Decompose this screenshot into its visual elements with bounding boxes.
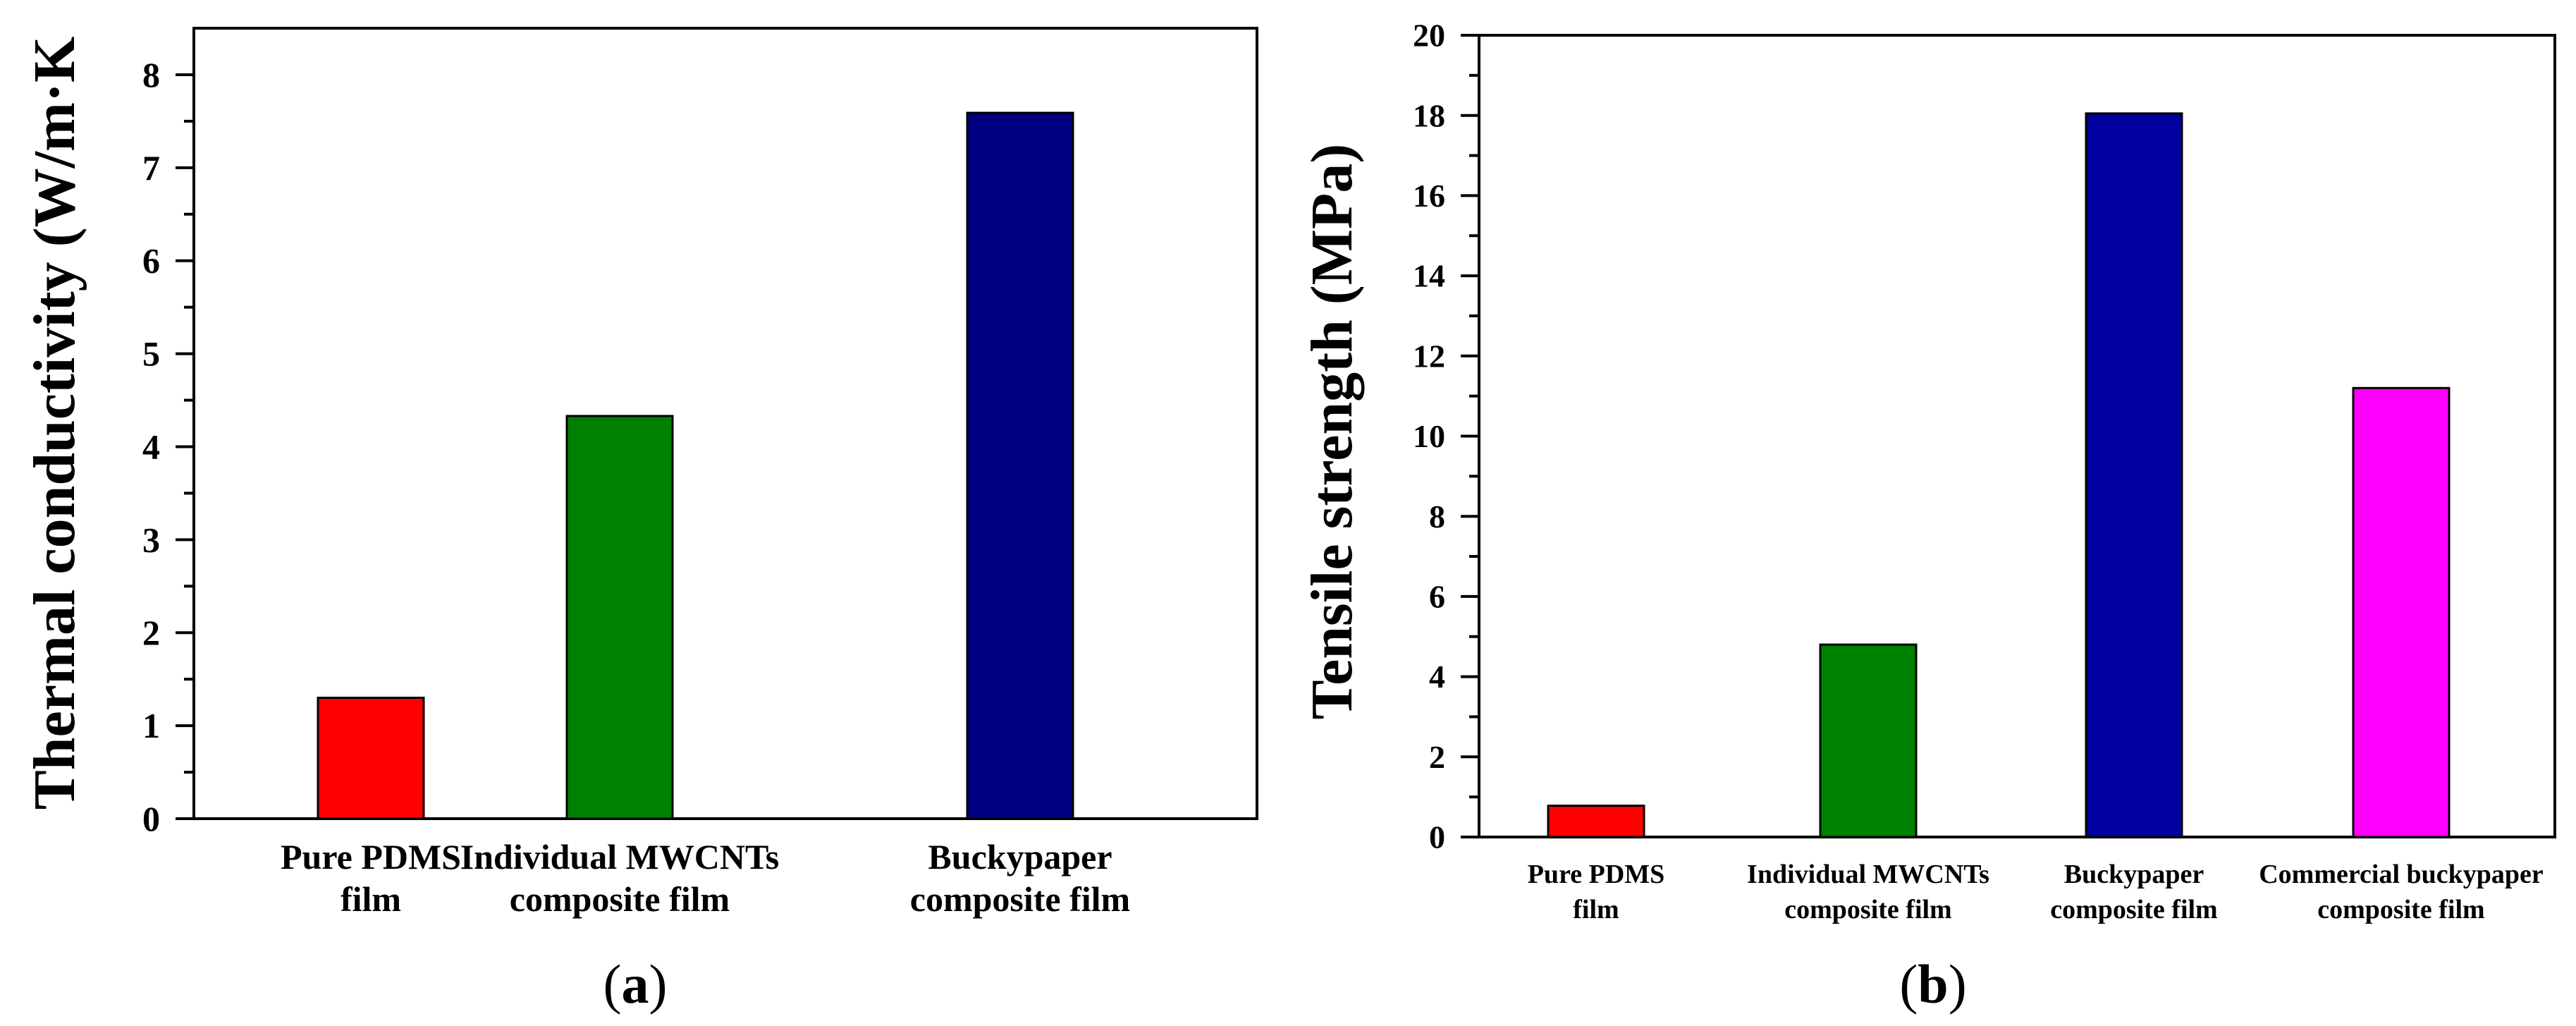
chart-b-y-tick-label: 16 <box>1413 178 1445 214</box>
chart-b-y-tick-label: 20 <box>1413 18 1445 54</box>
chart-a-y-ticks: 0 1 2 3 4 5 6 7 8 <box>142 55 194 838</box>
chart-a-category-label: Individual MWCNTs composite film <box>460 837 780 919</box>
chart-b-category-labels: Pure PDMS film Individual MWCNTs composite … <box>1528 860 2544 924</box>
chart-a-category-label: Buckypaper composite film <box>910 837 1130 919</box>
chart-a-y-axis-title: Thermal conductivity (W/m·K <box>22 37 87 810</box>
chart-b-bar-1 <box>1547 805 1645 838</box>
chart-b-category-label-line: Pure PDMS <box>1528 860 1665 889</box>
chart-a-category-label: Pure PDMS film <box>281 837 461 919</box>
chart-b-category-label-line: film <box>1573 895 1619 924</box>
chart-b-y-tick-label: 8 <box>1429 499 1445 535</box>
chart-b-y-tick-label: 2 <box>1429 739 1445 775</box>
chart-a-bars <box>317 111 1074 820</box>
chart-b-category-label-line: composite film <box>2050 895 2217 924</box>
chart-a-y-tick-label: 4 <box>142 427 160 466</box>
chart-b-y-tick-label: 14 <box>1413 258 1445 294</box>
chart-b-bar-4 <box>2352 386 2451 838</box>
chart-a-category-label-line: Pure PDMS <box>281 837 461 877</box>
chart-a-y-tick-label: 0 <box>142 799 160 838</box>
chart-a-category-label-line: Buckypaper <box>928 837 1112 877</box>
chart-b-category-label-line: Commercial buckypaper <box>2259 860 2544 889</box>
chart-a-panel-label: (a) <box>603 953 668 1015</box>
chart-a-plot-frame <box>192 27 1258 820</box>
chart-a-category-label-line: composite film <box>910 879 1130 919</box>
chart-a-y-tick-label: 2 <box>142 613 160 652</box>
chart-a-y-tick-label: 1 <box>142 706 160 745</box>
chart-a-y-tick-label: 3 <box>142 520 160 559</box>
chart-b-category-label: Commercial buckypaper composite film <box>2259 860 2544 924</box>
chart-b-y-ticks: 0 2 4 6 8 10 12 14 16 18 20 <box>1413 18 1479 855</box>
chart-b-y-tick-label: 4 <box>1429 659 1445 695</box>
chart-a-y-tick-label: 6 <box>142 241 160 281</box>
chart-a-y-tick-label: 7 <box>142 148 160 188</box>
chart-b-tensile-strength: 0 2 4 6 8 10 12 14 16 18 20 Pure PDMS film Individua… <box>1299 18 2556 1015</box>
chart-b-category-label-line: composite film <box>1784 895 1951 924</box>
chart-b-bars <box>1547 112 2451 838</box>
chart-b-y-tick-label: 10 <box>1413 418 1445 454</box>
chart-b-y-tick-label: 12 <box>1413 338 1445 374</box>
chart-a-bar-3 <box>966 111 1074 820</box>
chart-a-y-tick-label: 8 <box>142 55 160 94</box>
chart-a-category-label-line: film <box>341 879 401 919</box>
chart-b-panel-label: (b) <box>1899 953 1966 1015</box>
chart-b-bar-2 <box>1819 643 1918 838</box>
chart-a-bar-1 <box>317 697 425 820</box>
chart-a-y-tick-label: 5 <box>142 334 160 374</box>
chart-b-category-label-line: Individual MWCNTs <box>1747 860 1989 889</box>
chart-b-category-label: Pure PDMS film <box>1528 860 1665 924</box>
chart-b-category-label: Individual MWCNTs composite film <box>1747 860 1989 924</box>
chart-a-panel-letter: a <box>622 953 649 1015</box>
chart-b-y-tick-label: 6 <box>1429 579 1445 615</box>
chart-b-y-tick-label: 0 <box>1429 819 1445 855</box>
chart-b-category-label-line: Buckypaper <box>2064 860 2204 889</box>
chart-a-category-label-line: composite film <box>510 879 730 919</box>
chart-b-category-label-line: composite film <box>2317 895 2484 924</box>
chart-a-bar-2 <box>565 415 674 820</box>
chart-b-bar-3 <box>2085 112 2183 838</box>
chart-b-y-tick-label: 18 <box>1413 97 1445 133</box>
chart-b-category-label: Buckypaper composite film <box>2050 860 2217 924</box>
chart-a-category-label-line: Individual MWCNTs <box>460 837 780 877</box>
chart-b-y-axis-title: Tensile strength (MPa) <box>1299 144 1365 720</box>
chart-b-panel-letter: b <box>1918 953 1948 1015</box>
